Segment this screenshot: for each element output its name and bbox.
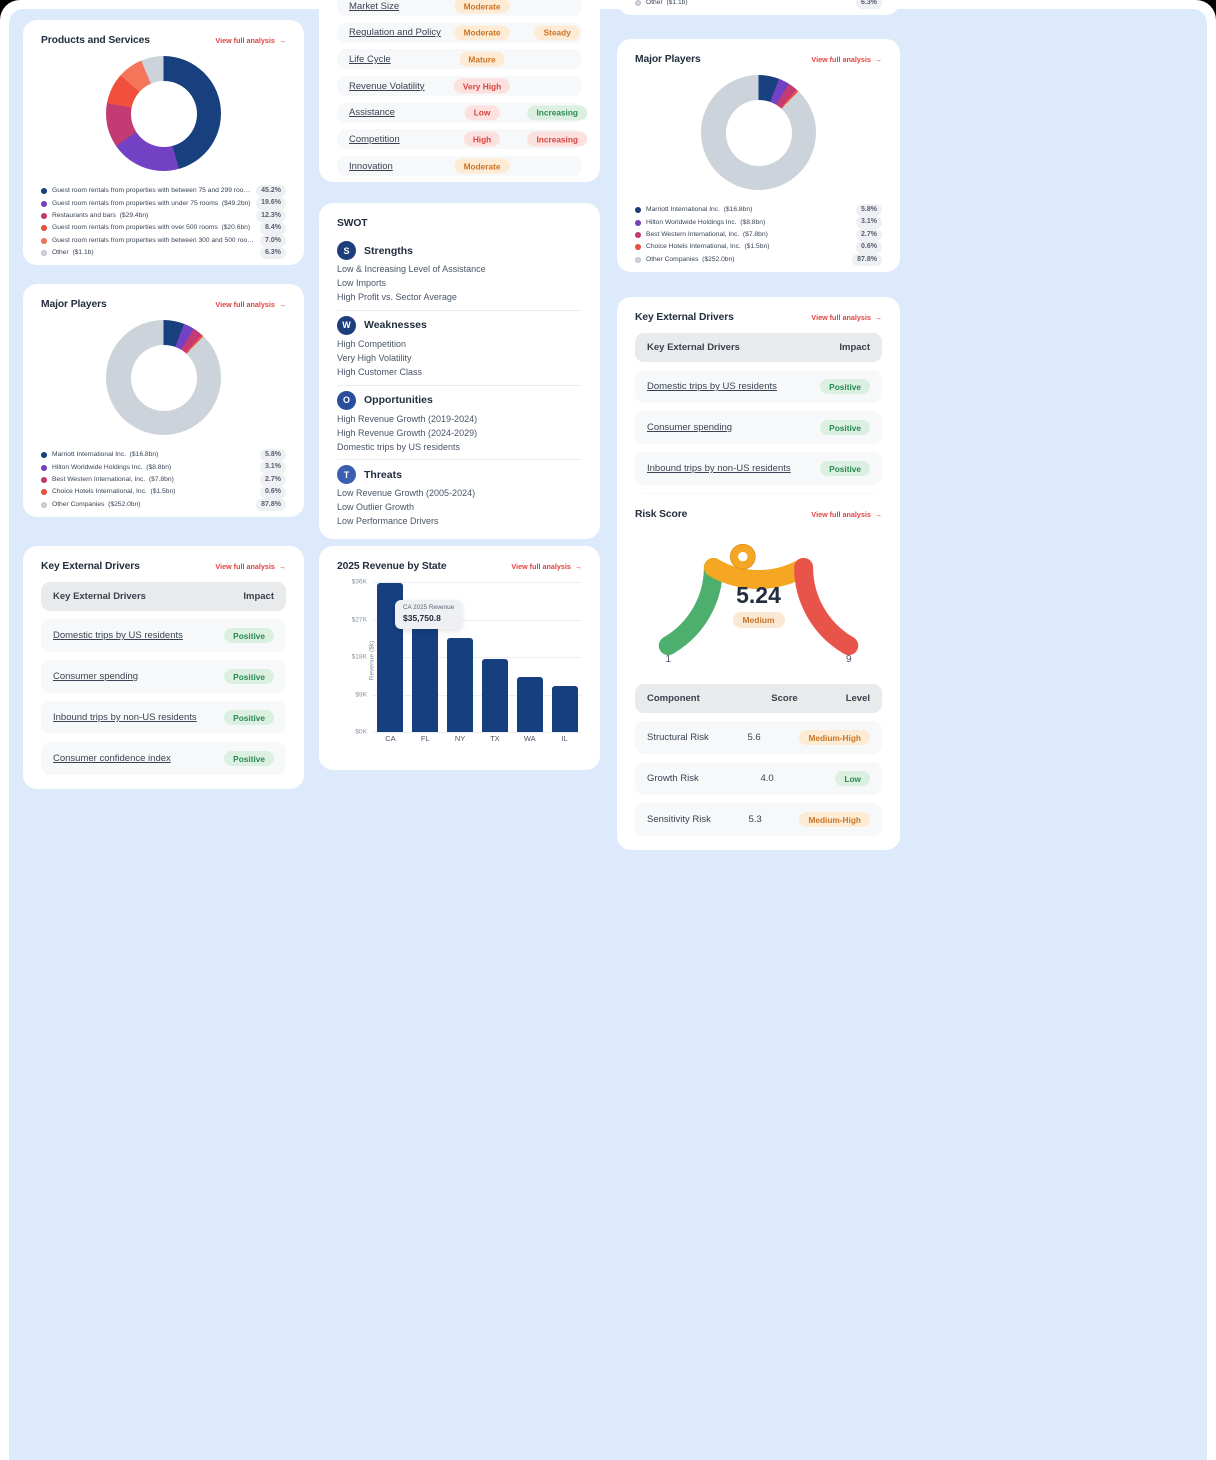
svg-text:9: 9: [846, 654, 852, 665]
svg-text:1: 1: [665, 654, 671, 665]
